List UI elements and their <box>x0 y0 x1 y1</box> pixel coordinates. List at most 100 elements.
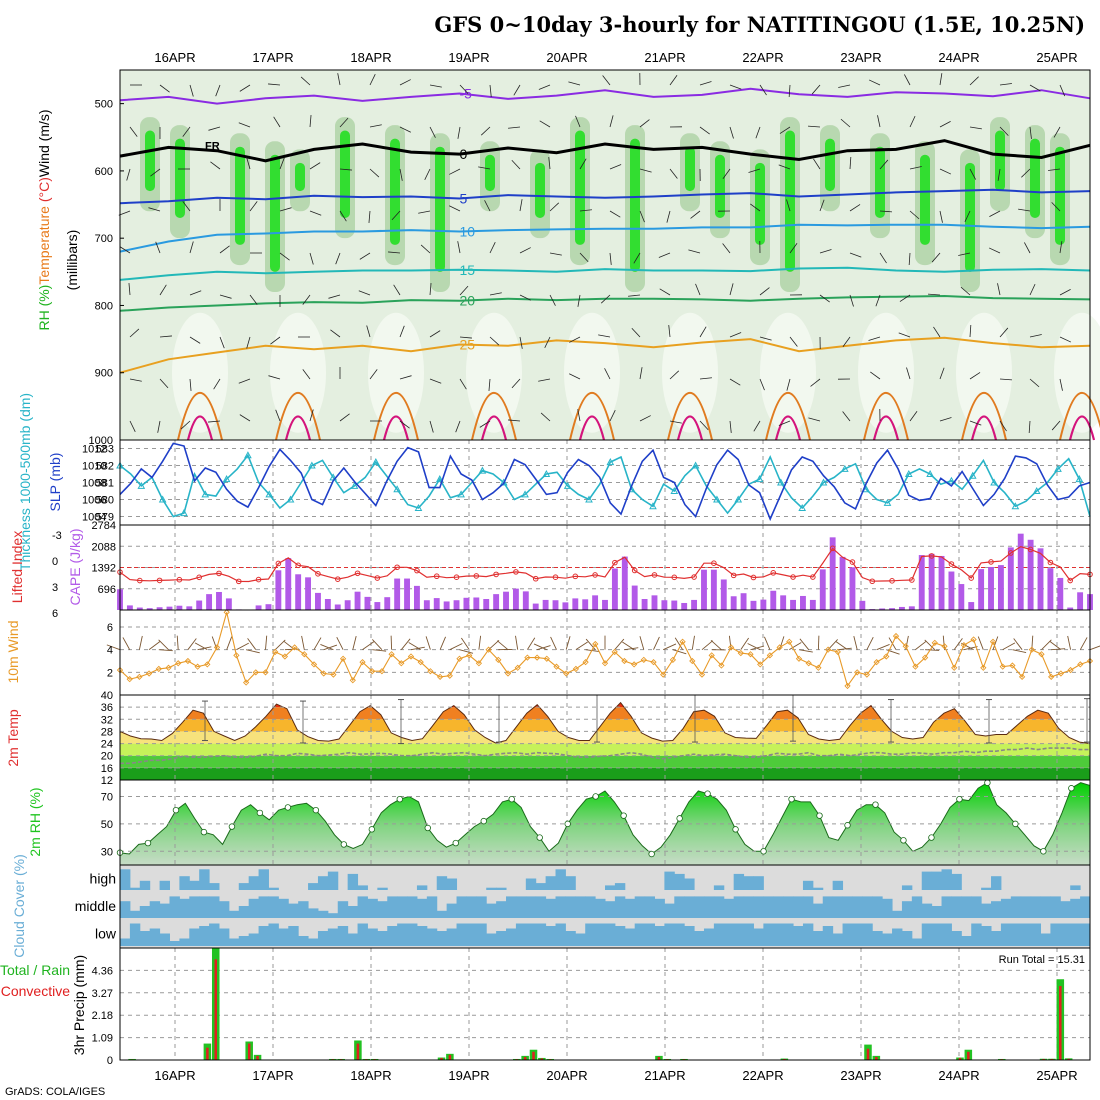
wind-barb <box>639 367 643 380</box>
wind10-barb <box>158 649 173 652</box>
thickness-point <box>947 476 956 484</box>
li-label: Lifted Index <box>9 531 25 603</box>
wind-barb <box>898 332 911 338</box>
rh-point <box>844 822 851 829</box>
wind10-point <box>1009 662 1016 669</box>
li-line <box>119 546 1091 583</box>
cape-bar <box>344 600 351 610</box>
thickness-point <box>158 495 167 503</box>
dry-bubble <box>662 312 718 433</box>
rh-point <box>256 809 264 817</box>
wind10-tick: 4 <box>107 645 113 657</box>
rh-point <box>368 826 376 833</box>
wind-barb <box>479 420 491 428</box>
thickness-point <box>926 469 934 477</box>
wind10-point <box>883 653 890 660</box>
cape-bar <box>889 608 895 610</box>
cloud-cell-low <box>773 923 784 946</box>
thickness-point <box>990 478 998 486</box>
wind-barb <box>999 327 1009 338</box>
cloud-cell-low <box>565 931 576 946</box>
cloud-cell-middle <box>723 898 735 918</box>
cape-bar <box>859 600 866 610</box>
isotherm-line <box>119 87 1091 105</box>
rh-point <box>732 826 739 833</box>
wind-barb <box>369 74 376 86</box>
wind-barb <box>330 329 341 338</box>
cloud-cell-middle <box>1080 896 1091 918</box>
wind-barb <box>579 252 589 263</box>
wind10-point <box>446 672 453 679</box>
wind10-barb <box>400 638 411 650</box>
wind10-barb <box>1002 642 1016 651</box>
isotherm-label: -5 <box>460 86 473 102</box>
wind-barb <box>118 210 131 216</box>
rh-core <box>825 138 835 192</box>
wind-barb <box>128 283 131 296</box>
wind10-barb <box>876 644 890 651</box>
wind-barb <box>246 157 251 170</box>
cloud-cell-middle <box>179 898 190 918</box>
isotherm-line <box>119 188 1091 205</box>
temp-tick: 16 <box>101 763 113 775</box>
cape-bar <box>701 569 707 610</box>
cloud-cell-middle <box>624 898 636 918</box>
cloud-cell-middle <box>317 910 329 918</box>
wind-barb <box>429 126 436 138</box>
rh-point <box>340 841 348 848</box>
wind-barb <box>1028 420 1031 433</box>
thickness-point <box>308 461 316 469</box>
precip-tick: 4.36 <box>92 965 113 977</box>
isotherm-label: 5 <box>460 190 468 206</box>
cloud-cell-low <box>605 923 616 946</box>
wind-barb <box>159 335 172 338</box>
cape-bar <box>1007 547 1014 610</box>
wind-barb <box>1059 289 1071 296</box>
wind10-barb <box>653 636 660 650</box>
cape-bar <box>512 588 519 610</box>
wind-barb <box>189 336 201 344</box>
wind-barb <box>339 168 352 171</box>
cloud-cell-low <box>1070 923 1081 946</box>
wind-barb <box>969 325 972 338</box>
precip-conv-bar <box>1042 1058 1045 1060</box>
wind-barb <box>369 369 378 380</box>
cloud-cell-low <box>624 928 636 946</box>
wind-barb <box>119 246 131 254</box>
wind-barb <box>598 334 611 338</box>
wind-barb <box>368 210 371 223</box>
wind10-barb <box>372 649 387 652</box>
wind10-barb <box>1049 640 1062 651</box>
wind-barb <box>511 378 521 389</box>
wind-barb <box>999 420 1007 432</box>
wind-barb <box>639 210 645 223</box>
wind10-barb <box>961 642 974 651</box>
wind-barb <box>399 126 411 133</box>
isotherm-label: 0 <box>460 146 468 162</box>
freezing-label: FR <box>205 140 220 152</box>
cloud-cell-middle <box>842 896 853 918</box>
cloud-cell-middle <box>763 896 774 918</box>
wind-barb <box>658 252 671 258</box>
wind-barb <box>669 370 680 380</box>
precip-conv-bar <box>1067 1058 1070 1060</box>
cloud-cell-high <box>614 883 626 890</box>
wind-barb <box>969 168 976 180</box>
thickness-point <box>1032 486 1041 494</box>
cloud-cell-high <box>159 880 170 890</box>
rh-point <box>592 793 599 800</box>
cloud-cell-middle <box>278 898 289 918</box>
wind-barb <box>508 126 521 129</box>
cloud-cell-middle <box>436 910 448 918</box>
wind-barb <box>688 249 701 254</box>
wind-barb <box>969 372 981 380</box>
cloud-cell-low <box>367 928 378 946</box>
cloud-cell-high <box>446 878 458 890</box>
cloud-cell-middle <box>397 896 408 918</box>
wind10-barb <box>313 637 322 650</box>
cape-bar <box>404 578 410 610</box>
cloud-cell-high <box>921 871 933 890</box>
wind-barb <box>129 328 140 338</box>
wind-barb <box>759 84 767 96</box>
cloud-cell-low <box>614 926 626 946</box>
